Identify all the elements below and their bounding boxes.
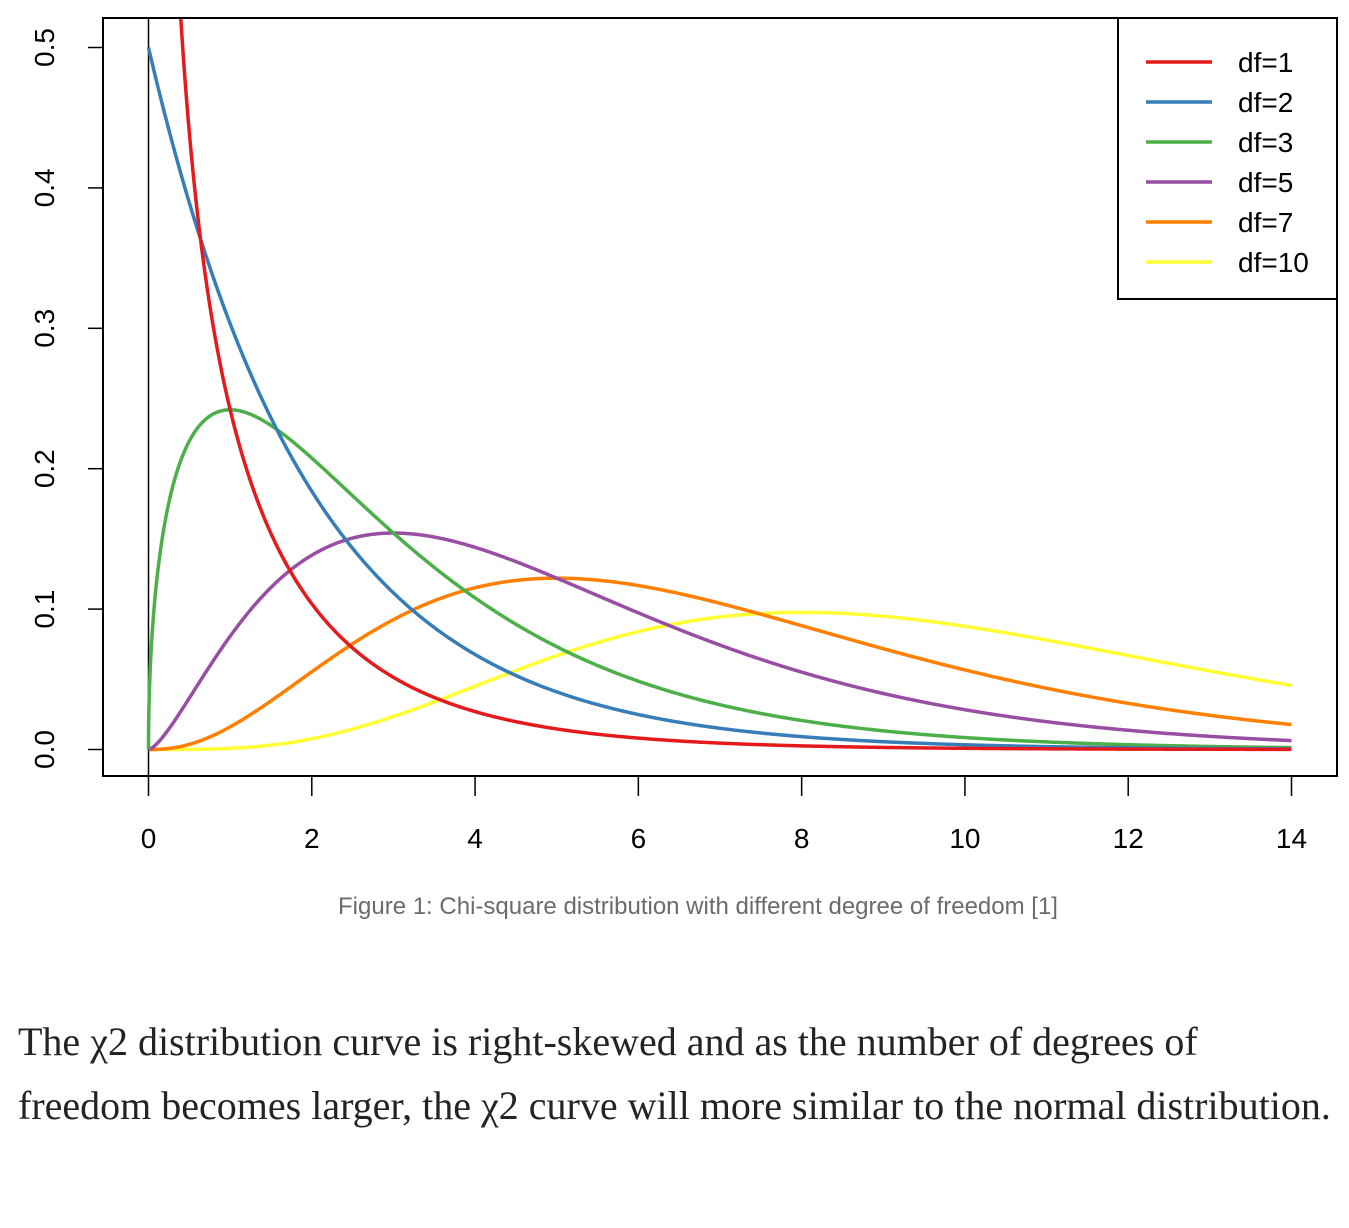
y-tick-label: 0.2: [29, 449, 60, 488]
series-line-df-5: [147, 531, 1292, 752]
chi-square-chart: 0.00.10.20.30.40.5 0 2 4 6 8 10 12 14 df=1df=2d…: [29, 17, 1338, 854]
y-tick-label: 0.0: [29, 730, 60, 769]
x-tick-label: 2: [304, 823, 320, 854]
x-tick-label: 12: [1113, 823, 1144, 854]
series-line-df-1: [179, 19, 1292, 752]
series-lines: [146, 19, 1292, 752]
legend-label: df=2: [1238, 87, 1293, 118]
legend-label: df=1: [1238, 47, 1293, 78]
figure-caption: Figure 1: Chi-square distribution with d…: [338, 893, 1058, 920]
legend-label: df=3: [1238, 127, 1293, 158]
y-tick-label: 0.4: [29, 168, 60, 207]
legend-box: [1117, 17, 1338, 300]
x-tick-label: 10: [949, 823, 980, 854]
legend: df=1 df=2 df=3 df=5 df=7 df=10: [1117, 17, 1338, 300]
legend-label: df=10: [1238, 247, 1309, 278]
x-tick-label: 0: [141, 823, 157, 854]
legend-label: df=5: [1238, 167, 1293, 198]
series-line-df-3: [146, 408, 1292, 750]
series-line-df-10: [148, 610, 1292, 752]
y-axis: 0.0 0.1 0.2 0.3 0.4 0.5: [29, 28, 104, 769]
x-tick-label: 4: [467, 823, 483, 854]
x-tick-label: 14: [1276, 823, 1307, 854]
y-tick-label: 0.5: [29, 28, 60, 67]
body-paragraph: The χ2 distribution curve is right-skewe…: [18, 1019, 1331, 1128]
x-axis: 0 2 4 6 8 10 12 14: [141, 775, 1307, 854]
y-tick-label: 0.1: [29, 590, 60, 629]
x-tick-label: 6: [631, 823, 647, 854]
legend-label: df=7: [1238, 207, 1293, 238]
series-line-df-7: [148, 576, 1292, 752]
x-tick-label: 8: [794, 823, 810, 854]
y-tick-label: 0.3: [29, 309, 60, 348]
